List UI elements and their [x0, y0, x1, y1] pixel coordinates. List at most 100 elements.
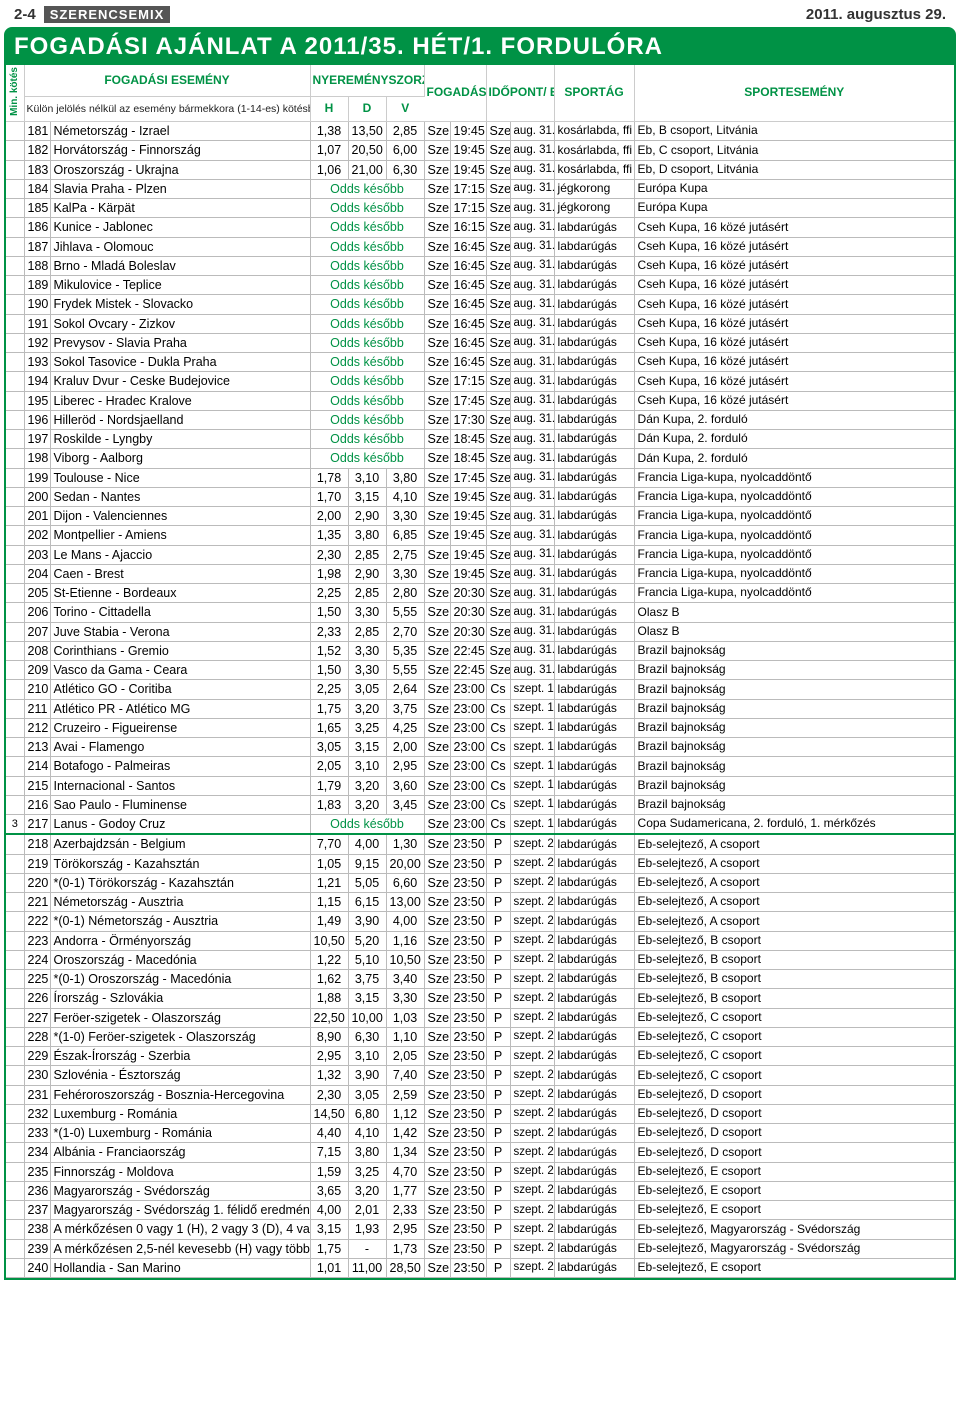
- cell-result-day: Sze: [486, 487, 510, 506]
- cell-odd-h: 2,25: [310, 680, 348, 699]
- cell-result-day: Sze: [486, 526, 510, 545]
- cell-deadline-day: Sze: [424, 834, 450, 854]
- table-row: 227Feröer-szigetek - Olaszország22,5010,…: [6, 1008, 954, 1027]
- cell-min: [6, 256, 24, 275]
- cell-odds-later: Odds később: [310, 372, 424, 391]
- cell-odd-h: 1,75: [310, 1239, 348, 1258]
- cell-id: 201: [24, 507, 50, 526]
- brand-logo: SZERENCSEMIX: [44, 6, 171, 23]
- cell-sport: labdarúgás: [554, 1162, 634, 1181]
- cell-competition: Francia Liga-kupa, nyolcaddöntő: [634, 487, 954, 506]
- cell-odd-h: 2,33: [310, 622, 348, 641]
- cell-min: [6, 1008, 24, 1027]
- cell-event: Szlovénia - Észtország: [50, 1066, 310, 1085]
- cell-id: 196: [24, 410, 50, 429]
- cell-odd-d: 3,20: [348, 795, 386, 814]
- cell-deadline-time: 17:45: [450, 391, 486, 410]
- cell-min: [6, 912, 24, 931]
- cell-competition: Eb-selejtező, A csoport: [634, 912, 954, 931]
- cell-result-date: aug. 31.: [510, 584, 554, 603]
- cell-id: 204: [24, 564, 50, 583]
- cell-odd-d: 3,15: [348, 989, 386, 1008]
- cell-sport: labdarúgás: [554, 776, 634, 795]
- cell-min: [6, 468, 24, 487]
- cell-event: Atlético GO - Coritiba: [50, 680, 310, 699]
- cell-result-date: szept. 1.: [510, 699, 554, 718]
- cell-result-day: P: [486, 1066, 510, 1085]
- cell-odd-v: 2,70: [386, 622, 424, 641]
- col-h: H: [310, 96, 348, 122]
- cell-min: [6, 372, 24, 391]
- cell-odds-later: Odds később: [310, 199, 424, 218]
- cell-odd-h: 1,01: [310, 1258, 348, 1277]
- cell-min: [6, 950, 24, 969]
- cell-result-date: szept. 1.: [510, 757, 554, 776]
- cell-result-day: P: [486, 1124, 510, 1143]
- cell-competition: Eb-selejtező, A csoport: [634, 893, 954, 912]
- cell-event: Kunice - Jablonec: [50, 218, 310, 237]
- cell-competition: Dán Kupa, 2. forduló: [634, 449, 954, 468]
- cell-competition: Francia Liga-kupa, nyolcaddöntő: [634, 564, 954, 583]
- cell-event: Frydek Mistek - Slovacko: [50, 295, 310, 314]
- cell-result-date: aug. 31.: [510, 218, 554, 237]
- cell-sport: labdarúgás: [554, 622, 634, 641]
- cell-result-day: P: [486, 989, 510, 1008]
- cell-result-date: szept. 2.: [510, 989, 554, 1008]
- cell-result-day: Sze: [486, 603, 510, 622]
- table-row: 191Sokol Ovcary - ZizkovOdds későbbSze16…: [6, 314, 954, 333]
- cell-result-date: szept. 1.: [510, 718, 554, 737]
- cell-deadline-time: 20:30: [450, 622, 486, 641]
- cell-id: 227: [24, 1008, 50, 1027]
- cell-odd-d: 2,85: [348, 622, 386, 641]
- cell-competition: Francia Liga-kupa, nyolcaddöntő: [634, 584, 954, 603]
- cell-odd-h: 1,88: [310, 989, 348, 1008]
- table-row: 223Andorra - Örményország10,505,201,16Sz…: [6, 931, 954, 950]
- cell-result-day: P: [486, 931, 510, 950]
- cell-result-day: Cs: [486, 718, 510, 737]
- cell-competition: Cseh Kupa, 16 közé jutásért: [634, 295, 954, 314]
- cell-result-date: szept. 2.: [510, 1162, 554, 1181]
- cell-result-day: Sze: [486, 449, 510, 468]
- cell-sport: labdarúgás: [554, 1143, 634, 1162]
- table-row: 200Sedan - Nantes1,703,154,10Sze19:45Sze…: [6, 487, 954, 506]
- cell-event: Luxemburg - Románia: [50, 1104, 310, 1123]
- cell-result-day: Cs: [486, 776, 510, 795]
- cell-sport: labdarúgás: [554, 834, 634, 854]
- cell-odd-v: 3,30: [386, 507, 424, 526]
- cell-deadline-time: 23:50: [450, 1027, 486, 1046]
- cell-min: [6, 1027, 24, 1046]
- cell-competition: Dán Kupa, 2. forduló: [634, 410, 954, 429]
- cell-deadline-day: Sze: [424, 931, 450, 950]
- cell-deadline-day: Sze: [424, 507, 450, 526]
- cell-deadline-time: 17:45: [450, 468, 486, 487]
- cell-odd-v: 20,00: [386, 854, 424, 873]
- cell-min: [6, 430, 24, 449]
- cell-deadline-time: 16:45: [450, 237, 486, 256]
- cell-result-day: P: [486, 854, 510, 873]
- cell-odd-h: 3,15: [310, 1220, 348, 1239]
- cell-min: [6, 1143, 24, 1162]
- cell-result-day: Sze: [486, 295, 510, 314]
- cell-odd-v: 7,40: [386, 1066, 424, 1085]
- cell-result-day: Sze: [486, 410, 510, 429]
- cell-event: Albánia - Franciaország: [50, 1143, 310, 1162]
- cell-min: [6, 1066, 24, 1085]
- cell-result-day: Sze: [486, 276, 510, 295]
- table-row: 198Viborg - AalborgOdds későbbSze18:45Sz…: [6, 449, 954, 468]
- cell-odd-h: 1,78: [310, 468, 348, 487]
- cell-result-day: P: [486, 1162, 510, 1181]
- cell-id: 230: [24, 1066, 50, 1085]
- cell-event: Vasco da Gama - Ceara: [50, 661, 310, 680]
- cell-result-day: P: [486, 1181, 510, 1200]
- cell-result-date: aug. 31.: [510, 199, 554, 218]
- cell-deadline-time: 19:45: [450, 122, 486, 141]
- cell-result-day: Sze: [486, 622, 510, 641]
- cell-result-day: P: [486, 1085, 510, 1104]
- cell-min: [6, 1239, 24, 1258]
- cell-deadline-day: Sze: [424, 699, 450, 718]
- cell-min: [6, 507, 24, 526]
- cell-result-day: Sze: [486, 199, 510, 218]
- cell-min: [6, 353, 24, 372]
- cell-result-date: szept. 2.: [510, 1220, 554, 1239]
- cell-sport: labdarúgás: [554, 815, 634, 835]
